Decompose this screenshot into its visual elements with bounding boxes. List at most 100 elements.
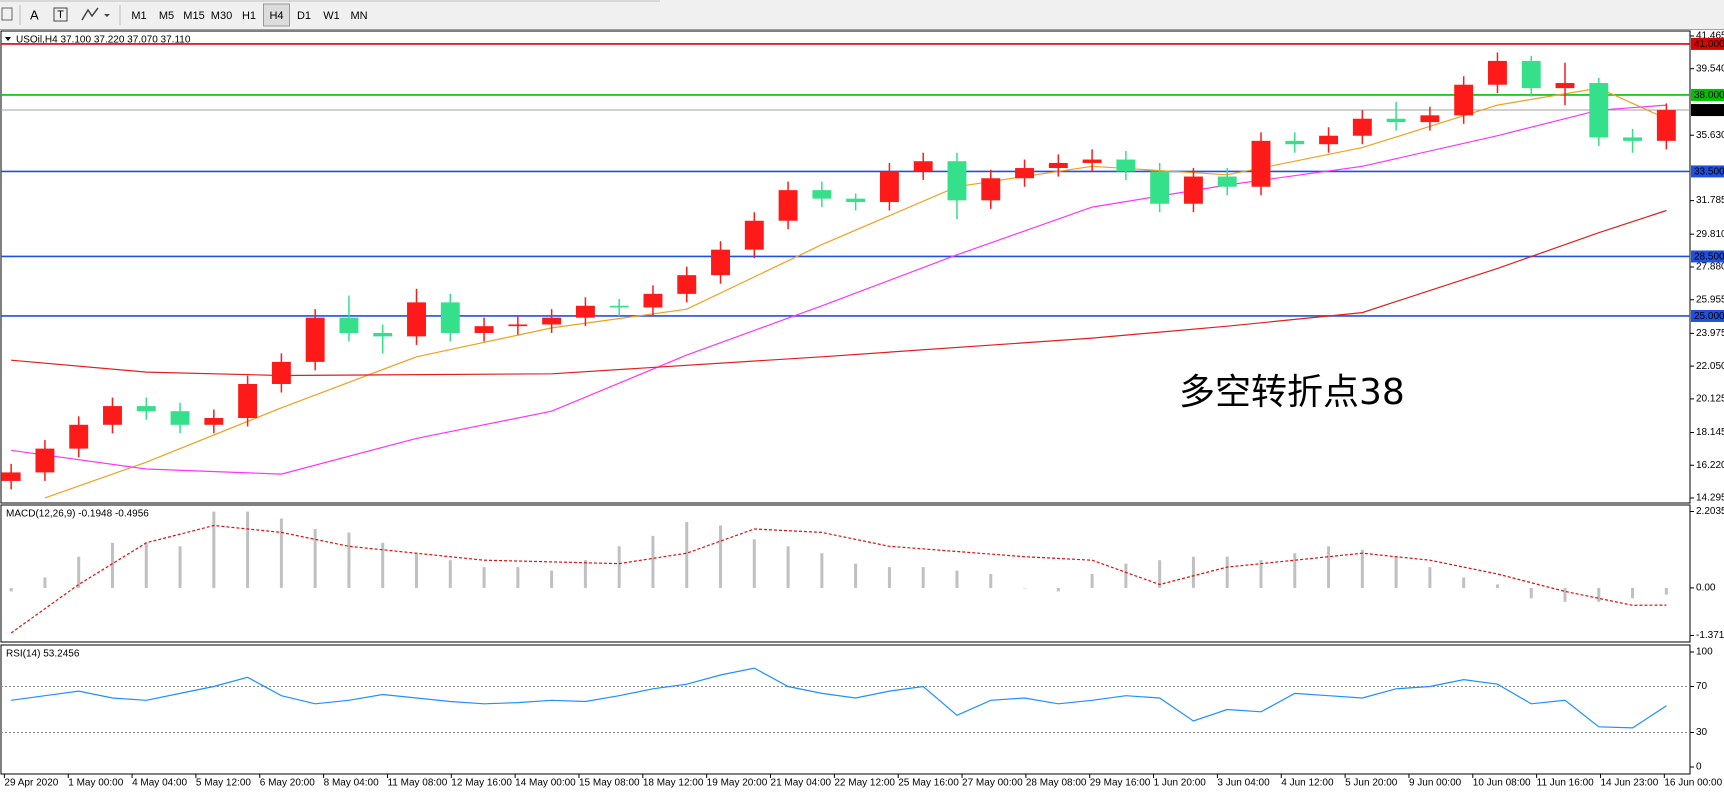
timeframe-button[interactable]: H1: [242, 10, 256, 22]
macd-bar: [820, 553, 824, 588]
macd-bar: [719, 525, 723, 588]
candle-body: [103, 406, 122, 425]
x-tick-label: 15 May 08:00: [579, 778, 640, 789]
macd-bar: [550, 570, 554, 588]
x-tick-label: 29 May 16:00: [1090, 778, 1151, 789]
text-tool[interactable]: A: [30, 7, 39, 22]
timeframe-button[interactable]: H4: [269, 10, 283, 22]
timeframe-active: [263, 3, 290, 27]
macd-bar: [887, 567, 891, 588]
x-tick-label: 3 Jun 04:00: [1217, 778, 1270, 789]
menu-icon[interactable]: [1, 7, 13, 21]
candle-body: [508, 324, 528, 327]
candle-body: [711, 249, 730, 276]
y-tick-label: 70: [1696, 681, 1708, 692]
moving-average: [11, 104, 1667, 475]
macd-bar: [1327, 546, 1331, 588]
candle-body: [1386, 118, 1406, 123]
y-tick-label: 16.220: [1696, 460, 1724, 471]
macd-bar: [77, 556, 81, 588]
y-tick-label: 18.145: [1696, 427, 1724, 438]
candle-body: [947, 161, 967, 201]
macd-bar: [144, 542, 148, 588]
moving-average: [11, 209, 1667, 377]
candle-body: [204, 417, 224, 425]
y-tick-label: 27.880: [1696, 262, 1724, 273]
candle-body: [1352, 118, 1372, 136]
macd-bar: [1225, 556, 1229, 588]
timeframe-button[interactable]: W1: [323, 10, 340, 22]
price-level-tag: [1691, 88, 1724, 101]
x-tick-label: 1 Jun 20:00: [1154, 778, 1207, 789]
macd-bar: [516, 567, 520, 588]
x-tick-label: 4 Jun 12:00: [1281, 778, 1334, 789]
y-tick-label: 22.050: [1696, 361, 1724, 372]
candle-body: [1048, 162, 1068, 169]
macd-bar: [955, 570, 959, 588]
macd-bar: [1023, 587, 1027, 589]
candle-body: [407, 302, 426, 337]
timeframe-button[interactable]: M1: [131, 10, 146, 22]
price-level-label: 28.500: [1694, 252, 1724, 263]
macd-bar: [685, 522, 689, 588]
candle-body: [1454, 84, 1474, 116]
x-tick-label: 18 May 12:00: [643, 778, 704, 789]
candle-body: [542, 317, 562, 325]
collapse-arrow: [5, 37, 11, 41]
macd-bar: [1664, 587, 1668, 595]
macd-bar: [1631, 587, 1635, 599]
x-tick-label: 16 Jun 00:00: [1664, 778, 1722, 789]
x-tick-label: 11 Jun 16:00: [1537, 778, 1595, 789]
toolbar: A T M1 M5 M15 M30 H1 H4 D1 W1 MN: [0, 0, 1724, 29]
price-level-tag: [1691, 104, 1724, 117]
x-tick-label: 5 May 12:00: [196, 778, 251, 789]
panel-frame: [0, 30, 1691, 504]
candle-body: [981, 178, 1001, 201]
price-level-label: 37.110: [1694, 105, 1724, 116]
price-level-tag: [1691, 165, 1724, 178]
shapes-tool[interactable]: [81, 7, 99, 21]
candle-body: [339, 317, 359, 333]
y-tick-label: 0: [1696, 762, 1702, 773]
macd-bar: [9, 587, 13, 592]
timeframe-button[interactable]: MN: [350, 10, 367, 22]
candle-body: [1015, 168, 1034, 179]
panel-frame: [0, 644, 1691, 775]
macd-bar: [110, 542, 114, 588]
macd-bar: [381, 542, 385, 588]
timeframe-button[interactable]: M15: [183, 10, 204, 22]
macd-bar: [617, 546, 621, 588]
candle-body: [373, 332, 393, 337]
label-tool[interactable]: T: [57, 9, 64, 21]
panel-title: USOil,H4 37.100 37.220 37.070 37.110: [16, 35, 191, 46]
timeframe-button[interactable]: M30: [211, 10, 232, 22]
candle-body: [1656, 110, 1676, 141]
dropdown-arrow[interactable]: [104, 14, 110, 17]
toolbar-edge: [0, 0, 660, 2]
macd-bar: [448, 560, 452, 588]
y-tick-label: 30: [1696, 727, 1708, 738]
candle-body: [35, 448, 55, 473]
price-level-tag: [1691, 37, 1724, 50]
timeframe-bar: M1 M5 M15 M30 H1 H4 D1 W1 MN: [131, 3, 368, 27]
timeframe-button[interactable]: M5: [159, 10, 174, 22]
toolbar-border: [0, 29, 1724, 30]
macd-bar: [1360, 549, 1364, 588]
y-tick-label: 35.630: [1696, 130, 1724, 141]
timeframe-button[interactable]: D1: [297, 10, 311, 22]
candle-body: [1589, 83, 1609, 138]
macd-bar: [212, 511, 216, 588]
panel-frame: [0, 504, 1691, 643]
candle-body: [812, 190, 832, 199]
x-tick-label: 19 May 20:00: [707, 778, 768, 789]
macd-bar: [1529, 587, 1533, 599]
macd-bar: [1394, 556, 1398, 588]
candle-body: [1116, 159, 1136, 172]
candle-body: [238, 383, 258, 418]
candle-body: [474, 326, 494, 333]
panel-title: RSI(14) 53.2456: [6, 649, 80, 660]
macd-bar: [1495, 584, 1499, 588]
toolbar-bg: [0, 0, 1724, 29]
